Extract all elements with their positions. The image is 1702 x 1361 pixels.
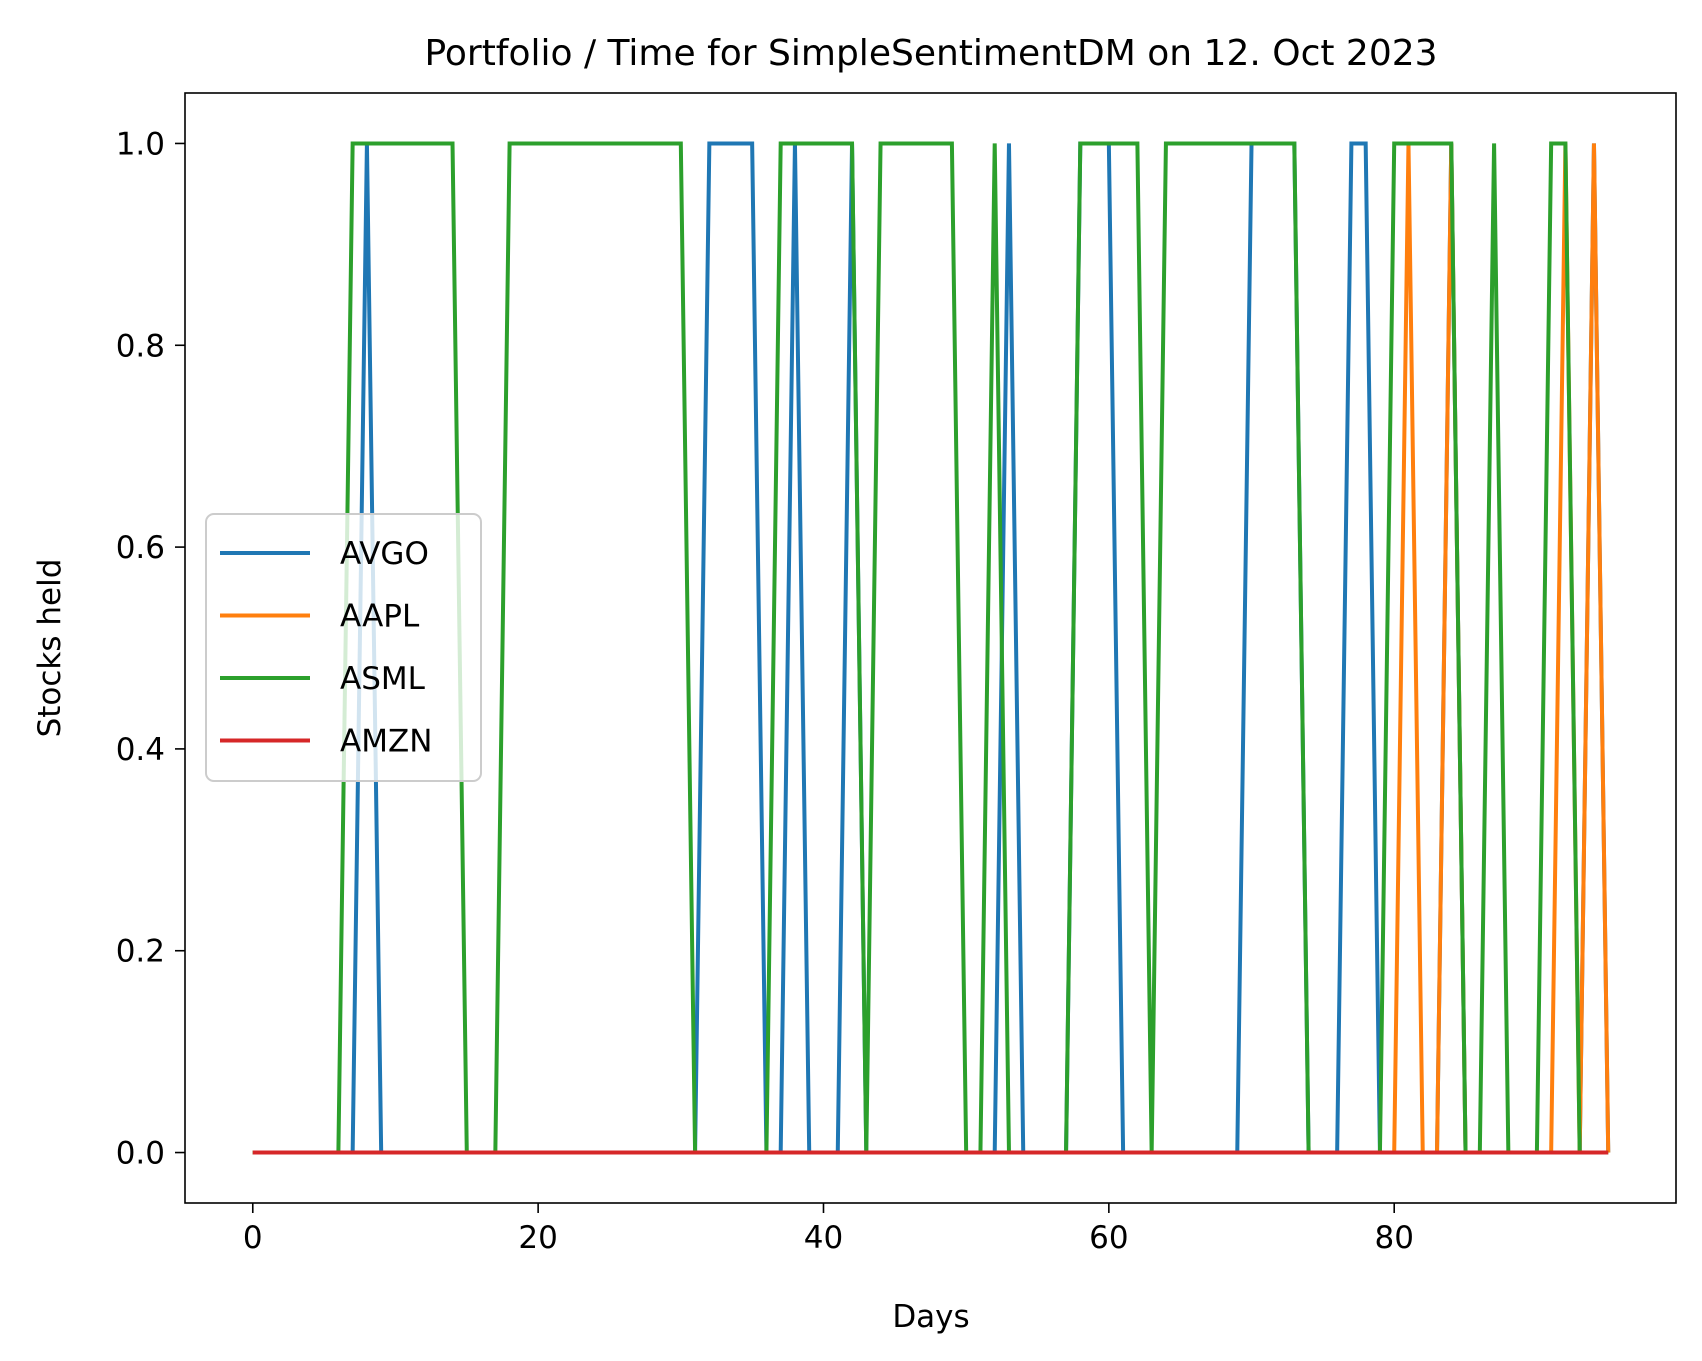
x-tick-label: 60 xyxy=(1089,1220,1128,1256)
x-tick-label: 0 xyxy=(243,1220,263,1256)
legend-items: AVGO AAPL ASML AMZN xyxy=(220,536,432,760)
series-layer xyxy=(252,141,1611,1155)
x-axis: 0 20 40 60 80 xyxy=(243,1203,1414,1256)
y-axis-label: Stocks held xyxy=(32,559,68,738)
y-tick-label: 0.8 xyxy=(116,328,165,364)
chart-title: Portfolio / Time for SimpleSentimentDM o… xyxy=(424,33,1437,74)
legend-label-aapl: AAPL xyxy=(340,599,420,635)
legend-label-amzn: AMZN xyxy=(340,724,432,760)
legend-label-asml: ASML xyxy=(340,661,426,697)
y-tick-label: 1.0 xyxy=(116,126,165,162)
x-axis-label: Days xyxy=(892,1299,969,1335)
legend: AVGO AAPL ASML AMZN xyxy=(205,513,482,782)
x-tick-label: 80 xyxy=(1374,1220,1413,1256)
y-tick-label: 0.2 xyxy=(116,934,165,970)
plot-frame xyxy=(184,92,1677,1204)
legend-frame xyxy=(205,513,482,782)
x-tick-label: 40 xyxy=(804,1220,843,1256)
y-tick-label: 0.6 xyxy=(116,530,165,566)
y-tick-label: 0.4 xyxy=(116,732,165,768)
y-tick-label: 0.0 xyxy=(116,1136,165,1172)
x-tick-label: 20 xyxy=(518,1220,557,1256)
y-axis: 0.0 0.2 0.4 0.6 0.8 1.0 xyxy=(116,126,185,1172)
legend-label-avgo: AVGO xyxy=(340,536,429,572)
